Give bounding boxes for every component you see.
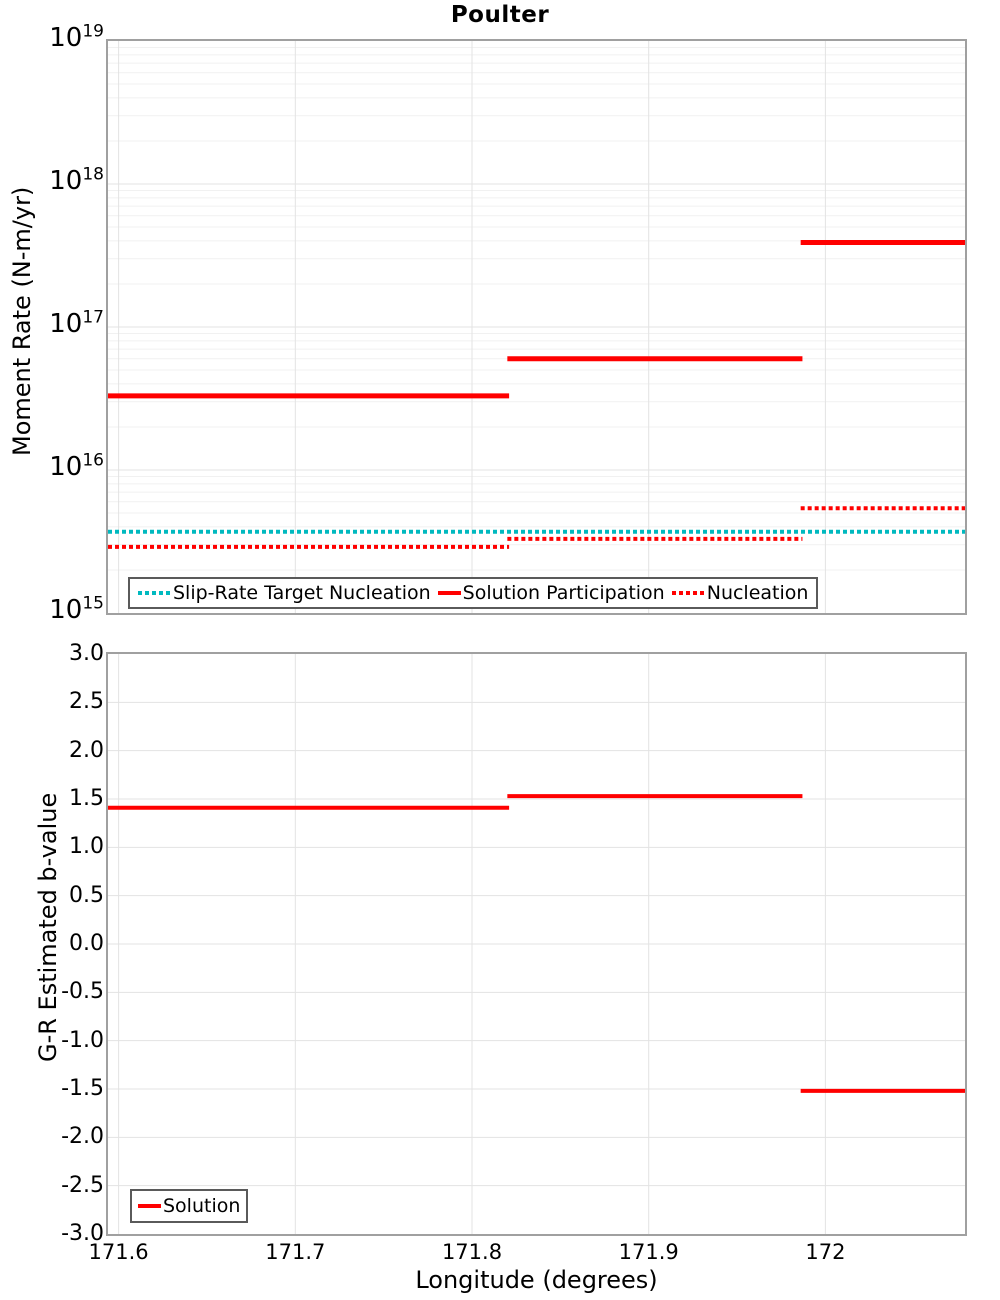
y-tick-1.0: 1.0 [69, 834, 104, 860]
y-tick-2.0: 2.0 [69, 737, 104, 763]
y-tick-1e19: 1019 [49, 21, 104, 53]
y-tick--1.5: -1.5 [61, 1076, 104, 1101]
moment-rate-plot-area [106, 39, 967, 615]
moment-rate-chart [108, 41, 965, 613]
y-tick-1e15: 1015 [49, 593, 104, 625]
y-tick-0.0: 0.0 [69, 931, 104, 956]
x-tick-171.9: 171.9 [618, 1240, 679, 1264]
y-tick--3.0: -3.0 [61, 1221, 104, 1246]
nucleation-line-swatch [671, 591, 705, 595]
legend-label: Solution Participation [462, 582, 665, 604]
y-tick--2.0: -2.0 [61, 1124, 104, 1150]
y-tick-1.5: 1.5 [69, 786, 104, 811]
legend-item-slip-rate-target-nucleation: Slip-Rate Target Nucleation [138, 581, 431, 605]
x-tick-172: 172 [805, 1240, 846, 1264]
y-tick--2.5: -2.5 [61, 1172, 104, 1198]
x-tick-171.6: 171.6 [88, 1240, 149, 1264]
moment-rate-legend: Slip-Rate Target Nucleation Solution Par… [128, 577, 819, 609]
y-tick-1e17: 1017 [49, 307, 104, 339]
x-tick-171.7: 171.7 [265, 1240, 326, 1264]
chart-title: Poulter [450, 2, 550, 28]
legend-item-nucleation: Nucleation [671, 581, 809, 605]
b-value-y-axis-label: G-R Estimated b-value [34, 792, 62, 1062]
solution-participation-line-swatch [437, 591, 461, 595]
b-value-chart [108, 654, 965, 1234]
b-value-legend: Solution [130, 1189, 249, 1223]
legend-label: Slip-Rate Target Nucleation [173, 582, 431, 604]
y-tick-2.5: 2.5 [69, 689, 104, 715]
x-axis-label: Longitude (degrees) [415, 1266, 658, 1294]
legend-label: Solution [163, 1195, 241, 1217]
slip-rate-target-nucleation-line-swatch [138, 591, 171, 595]
b-value-plot-area [106, 652, 967, 1236]
x-tick-171.8: 171.8 [441, 1240, 503, 1264]
y-tick-0.5: 0.5 [69, 882, 104, 908]
legend-label: Nucleation [706, 582, 809, 604]
y-tick-3.0: 3.0 [69, 641, 104, 666]
y-tick--0.5: -0.5 [61, 979, 104, 1005]
y-tick-1e18: 1018 [49, 164, 104, 196]
legend-item-solution: Solution [138, 1194, 240, 1218]
y-tick--1.0: -1.0 [61, 1027, 104, 1053]
solution-line-swatch [138, 1204, 161, 1208]
legend-item-solution-participation: Solution Participation [437, 581, 665, 605]
y-tick-1e16: 1016 [49, 450, 104, 482]
